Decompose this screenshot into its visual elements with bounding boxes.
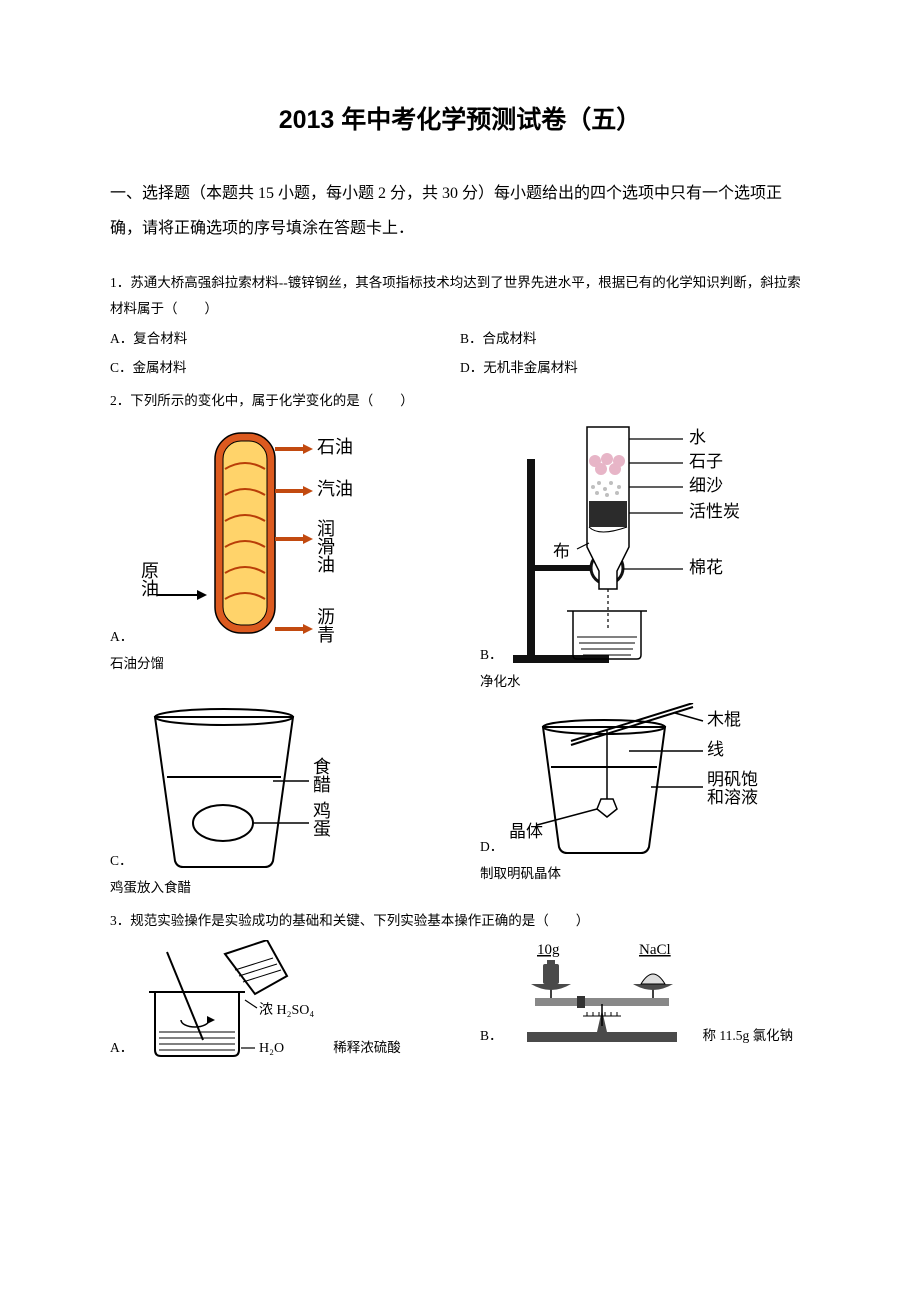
figD-label-1: 线 [707, 740, 724, 759]
q3-figB-letter: B． [480, 1024, 503, 1048]
figA3-label-1: H₂O [259, 1041, 284, 1056]
q2-figD: D． [480, 703, 810, 899]
q2-stem: 2．下列所示的变化中，属于化学变化的是（ ） [110, 388, 810, 414]
figB-label-4: 布 [553, 542, 570, 561]
oil-distillation-diagram: 石油 汽油 润滑油 沥青 原油 [137, 419, 367, 649]
q2-figC-caption: 鸡蛋放入食醋 [110, 877, 440, 899]
q2-figB: B． [480, 419, 810, 693]
q1-options-row-2: C．金属材料 D．无机非金属材料 [110, 357, 810, 380]
balance-diagram: 10g NaCl [507, 940, 697, 1048]
q2-figB-letter: B． [480, 643, 503, 667]
svg-text:原油: 原油 [141, 561, 159, 599]
q1-options-row-1: A．复合材料 B．合成材料 [110, 328, 810, 351]
q3-figA-letter: A． [110, 1036, 133, 1060]
figB3-label-left: 10g [537, 942, 560, 958]
q3-figB: B． [480, 940, 810, 1060]
figB-label-3: 活性炭 [689, 502, 740, 521]
figA-label-out1: 石油 [317, 437, 353, 457]
q2-fig-row-2: C． 食醋 鸡蛋 [110, 703, 810, 899]
figB-label-2: 细沙 [689, 476, 723, 495]
q1-option-b: B．合成材料 [460, 328, 810, 351]
q3-figB-trail: 称 11.5g 氯化钠 [703, 1024, 794, 1048]
alum-crystal-diagram: 木棍 线 明矾饱和溶液 晶体 [507, 703, 777, 859]
figB-label-5: 棉花 [689, 558, 723, 577]
figD-label-0: 木棍 [707, 710, 741, 729]
q2-figC: C． 食醋 鸡蛋 [110, 703, 440, 899]
egg-vinegar-diagram: 食醋 鸡蛋 [137, 703, 357, 873]
svg-text:明矾饱和溶液: 明矾饱和溶液 [707, 770, 758, 807]
q2-figD-caption: 制取明矾晶体 [480, 863, 810, 885]
figB-label-1: 石子 [689, 452, 723, 471]
water-purification-diagram: 水 石子 细沙 活性炭 布 棉花 [507, 419, 767, 667]
q3-figA: A． [110, 940, 440, 1060]
svg-text:鸡蛋: 鸡蛋 [313, 801, 331, 839]
q1-option-a: A．复合材料 [110, 328, 460, 351]
figB3-label-right: NaCl [639, 942, 671, 958]
page-title: 2013 年中考化学预测试卷（五） [110, 100, 810, 136]
q1-stem: 1．苏通大桥高强斜拉索材料--镀锌钢丝，其各项指标技术均达到了世界先进水平，根据… [110, 270, 810, 321]
q2-figC-letter: C． [110, 849, 133, 873]
figA-label-out2: 汽油 [317, 479, 353, 499]
svg-text:润滑油: 润滑油 [317, 519, 335, 575]
page: 2013 年中考化学预测试卷（五） 一、选择题（本题共 15 小题，每小题 2 … [0, 0, 920, 1302]
q1-option-c: C．金属材料 [110, 357, 460, 380]
q2-figA: A． [110, 419, 440, 693]
q2-figD-letter: D． [480, 835, 503, 859]
svg-text:沥青: 沥青 [317, 607, 335, 645]
q3-fig-row: A． [110, 940, 810, 1060]
figB-label-0: 水 [689, 428, 706, 447]
dilute-h2so4-diagram: 浓 H₂SO₄ H₂O [137, 940, 327, 1060]
q2-figA-letter: A． [110, 625, 133, 649]
figA3-label-0: 浓 H₂SO₄ [259, 1002, 314, 1018]
svg-text:食醋: 食醋 [313, 757, 331, 795]
section-intro: 一、选择题（本题共 15 小题，每小题 2 分，共 30 分）每小题给出的四个选… [110, 176, 810, 246]
q1-option-d: D．无机非金属材料 [460, 357, 810, 380]
q2-fig-row-1: A． [110, 419, 810, 693]
q3-figA-caption: 稀释浓硫酸 [333, 1036, 401, 1060]
q3-stem: 3．规范实验操作是实验成功的基础和关键、下列实验基本操作正确的是（ ） [110, 908, 810, 934]
q2-figB-caption: 净化水 [480, 671, 810, 693]
figD-crystal-label: 晶体 [509, 822, 543, 841]
q2-figA-caption: 石油分馏 [110, 653, 440, 675]
